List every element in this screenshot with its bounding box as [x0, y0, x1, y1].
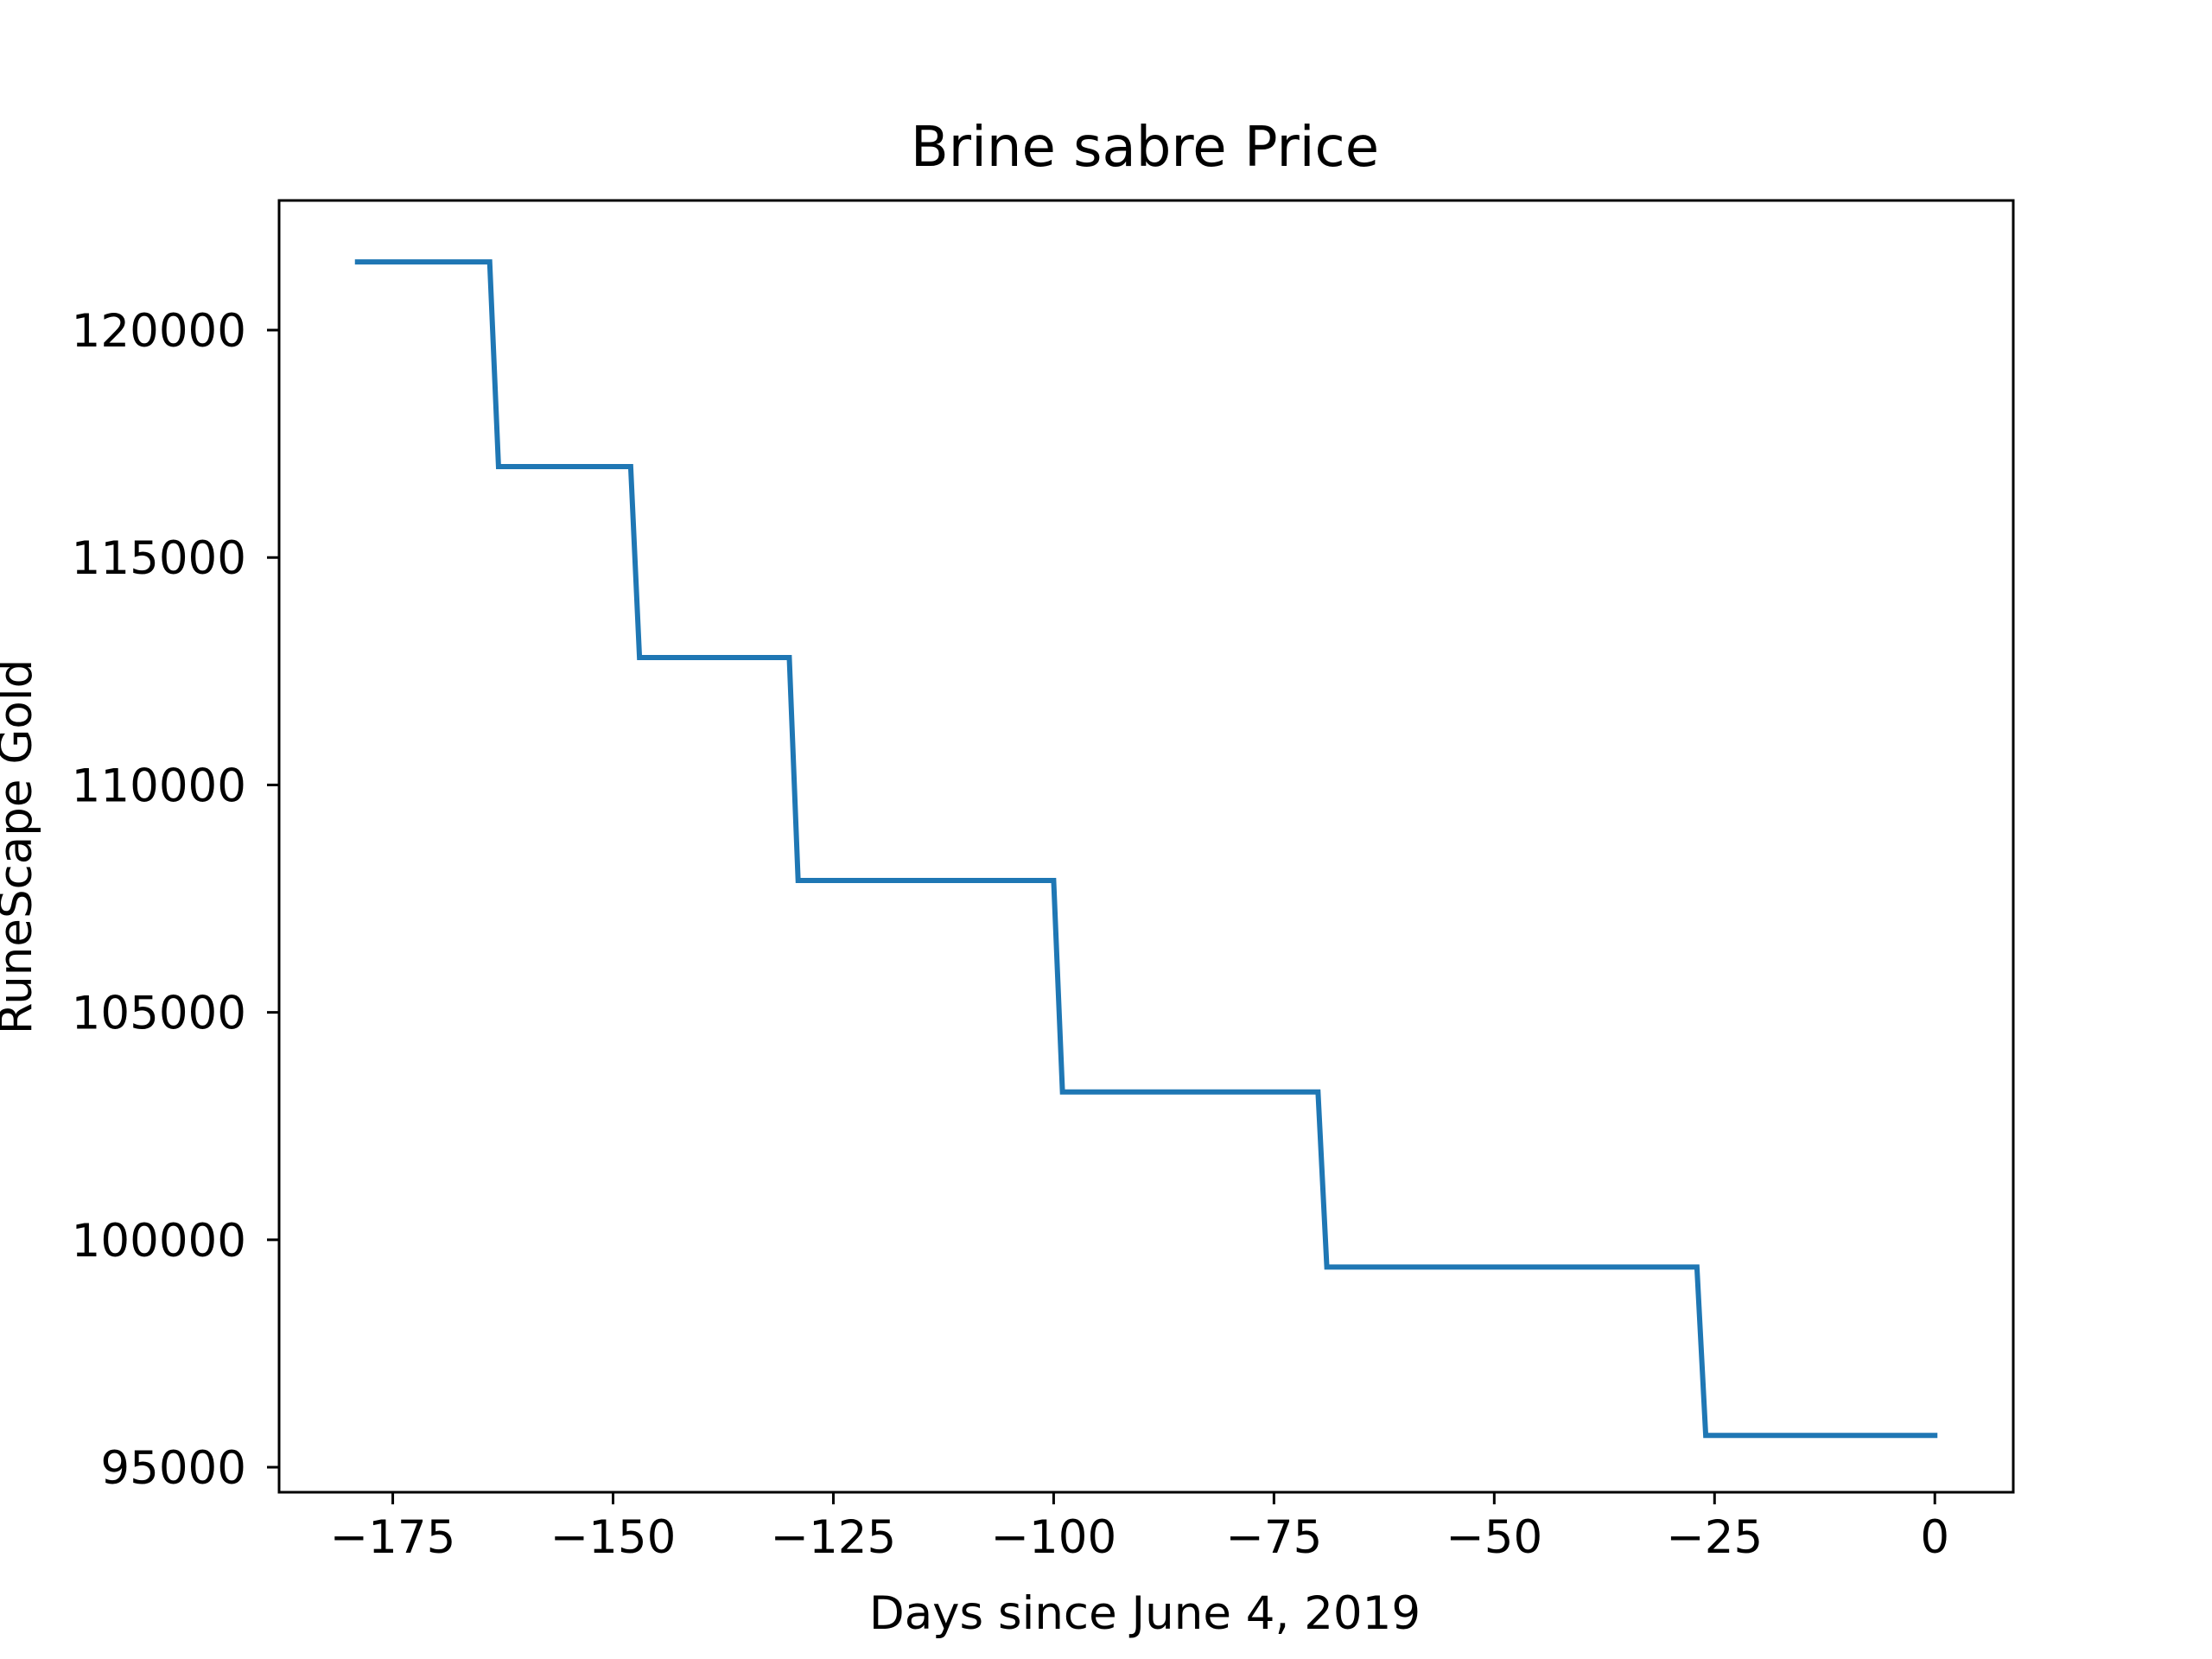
x-axis-label: Days since June 4, 2019: [869, 1587, 1421, 1640]
x-tick-label: −100: [991, 1511, 1117, 1564]
y-tick-label: 120000: [72, 305, 246, 358]
y-axis-label: RuneScape Gold: [0, 659, 42, 1034]
series-layer: [354, 259, 1938, 1439]
x-tick-label: −125: [771, 1511, 897, 1564]
y-axis: 95000 100000 105000 110000 115000 120000: [72, 305, 279, 1495]
x-tick-label: −150: [550, 1511, 677, 1564]
x-tick-label: −75: [1225, 1511, 1322, 1564]
y-tick-label: 95000: [100, 1442, 246, 1495]
y-tick-label: 105000: [72, 988, 246, 1040]
plot-frame: [277, 199, 2015, 1494]
chart-title: Brine sabre Price: [911, 116, 1379, 180]
x-tick-label: −175: [330, 1511, 456, 1564]
price-series-line: [354, 259, 1938, 1439]
y-tick-label: 115000: [72, 532, 246, 585]
x-tick-label: −50: [1446, 1511, 1542, 1564]
x-tick-label: 0: [1920, 1511, 1949, 1564]
y-tick-label: 100000: [72, 1215, 246, 1268]
x-axis: −175 −150 −125 −100 −75 −50 −25 0: [330, 1492, 1949, 1564]
x-tick-label: −25: [1666, 1511, 1763, 1564]
y-tick-label: 110000: [72, 760, 246, 812]
